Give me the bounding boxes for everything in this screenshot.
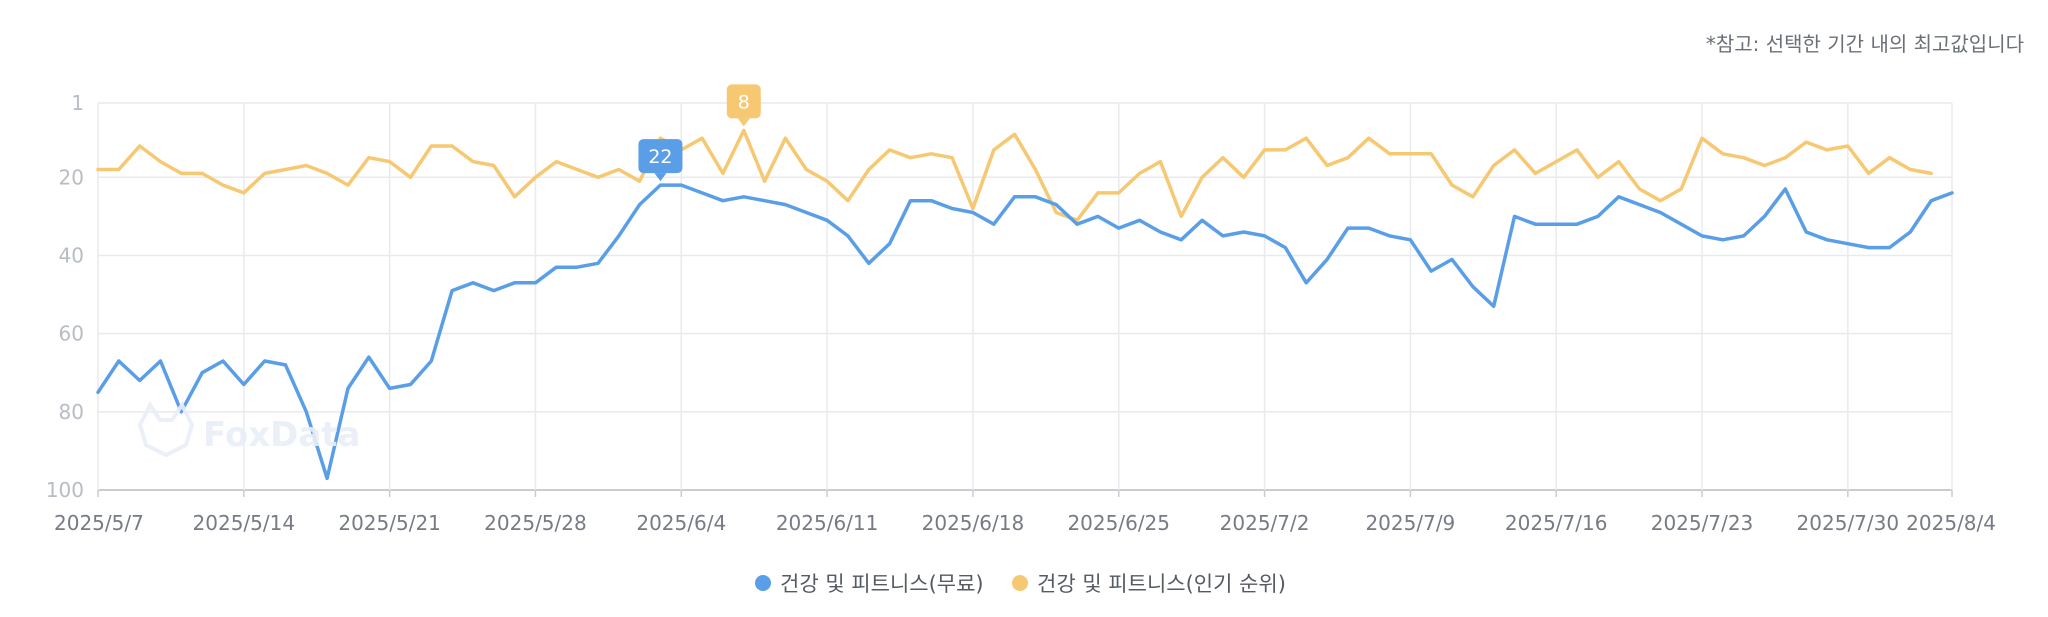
series-lines: [96, 128, 1954, 481]
peak-callouts: 22 8: [638, 84, 761, 182]
legend-label-free[interactable]: 건강 및 피트니스(무료): [780, 572, 984, 596]
y-tick-label: 20: [59, 165, 84, 189]
x-tick-label: 2025/7/2: [1220, 511, 1310, 535]
callout-pointer: [654, 173, 667, 182]
x-axis-labels: 2025/5/7 2025/5/14 2025/5/21 2025/5/28 2025/…: [54, 511, 1996, 535]
x-tick-label: 2025/5/7: [54, 511, 144, 535]
y-axis-labels: 1 20 40 60 80 100: [46, 91, 84, 502]
x-tick-label: 2025/6/18: [922, 511, 1025, 535]
x-tick-label: 2025/6/11: [776, 511, 879, 535]
callout-value: 22: [648, 146, 672, 168]
peak-note: *참고: 선택한 기간 내의 최고값입니다: [1706, 32, 2024, 56]
x-tick-label: 2025/7/9: [1365, 511, 1455, 535]
watermark-text: FoxData: [203, 415, 361, 455]
callout-pointer: [737, 118, 750, 127]
x-tick-label: 2025/7/23: [1651, 511, 1754, 535]
callout-box: [726, 84, 761, 119]
x-tick-label: 2025/7/30: [1797, 511, 1900, 535]
grid: [97, 102, 1953, 497]
x-tick-label: 2025/7/16: [1505, 511, 1608, 535]
x-tick-label: 2025/5/28: [484, 511, 587, 535]
y-tick-label: 40: [59, 243, 84, 267]
y-tick-label: 100: [46, 478, 84, 502]
y-tick-label: 60: [59, 322, 84, 346]
watermark: FoxData: [137, 401, 361, 458]
x-tick-label: 2025/5/14: [193, 511, 296, 535]
legend[interactable]: 건강 및 피트니스(무료) 건강 및 피트니스(인기 순위): [755, 572, 1286, 596]
peak-callout-0: 22: [638, 139, 683, 182]
legend-label-popular[interactable]: 건강 및 피트니스(인기 순위): [1037, 572, 1286, 596]
y-tick-label: 80: [59, 400, 84, 424]
peak-callout-1: 8: [726, 84, 761, 127]
legend-marker-popular: [1012, 575, 1028, 591]
x-tick-label: 2025/6/25: [1067, 511, 1170, 535]
series-line-1[interactable]: [96, 128, 1933, 223]
y-tick-label: 1: [71, 91, 84, 115]
fox-logo-icon: [137, 401, 195, 458]
series-line-0[interactable]: [96, 183, 1954, 481]
callout-box: [638, 139, 683, 174]
callout-value: 8: [738, 91, 750, 113]
legend-marker-free: [755, 575, 771, 591]
x-tick-label: 2025/8/4: [1906, 511, 1996, 535]
x-tick-label: 2025/6/4: [636, 511, 726, 535]
x-tick-label: 2025/5/21: [338, 511, 441, 535]
